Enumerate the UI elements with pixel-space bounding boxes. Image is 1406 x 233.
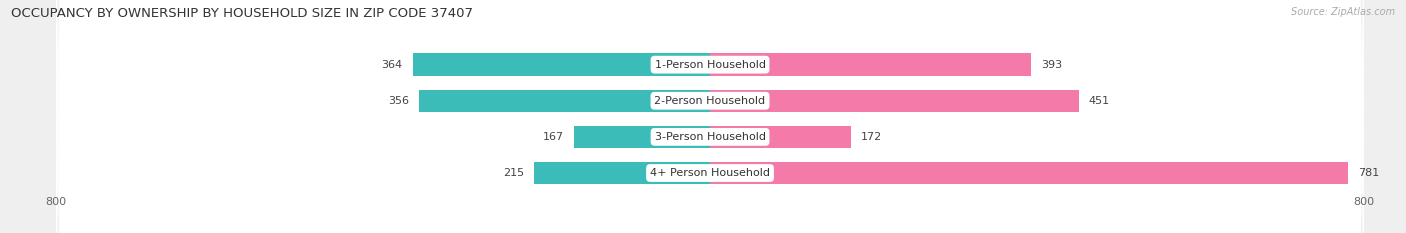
Bar <box>710 126 851 148</box>
Text: 364: 364 <box>381 60 402 70</box>
Text: 4+ Person Household: 4+ Person Household <box>650 168 770 178</box>
Text: 2-Person Household: 2-Person Household <box>654 96 766 106</box>
Bar <box>710 53 1031 76</box>
Text: OCCUPANCY BY OWNERSHIP BY HOUSEHOLD SIZE IN ZIP CODE 37407: OCCUPANCY BY OWNERSHIP BY HOUSEHOLD SIZE… <box>11 7 474 20</box>
Text: 215: 215 <box>503 168 524 178</box>
FancyBboxPatch shape <box>56 0 1364 233</box>
Bar <box>412 53 710 76</box>
Text: 167: 167 <box>543 132 564 142</box>
FancyBboxPatch shape <box>56 0 1364 233</box>
Text: Source: ZipAtlas.com: Source: ZipAtlas.com <box>1291 7 1395 17</box>
Text: 1-Person Household: 1-Person Household <box>655 60 765 70</box>
Bar <box>419 89 710 112</box>
Text: 451: 451 <box>1088 96 1109 106</box>
FancyBboxPatch shape <box>56 0 1364 233</box>
Text: 393: 393 <box>1040 60 1062 70</box>
Bar <box>710 162 1348 184</box>
Bar <box>534 162 710 184</box>
Bar <box>574 126 710 148</box>
Text: 356: 356 <box>388 96 409 106</box>
Text: 781: 781 <box>1358 168 1379 178</box>
Text: 172: 172 <box>860 132 882 142</box>
Bar <box>710 89 1078 112</box>
FancyBboxPatch shape <box>56 0 1364 233</box>
Text: 3-Person Household: 3-Person Household <box>655 132 765 142</box>
